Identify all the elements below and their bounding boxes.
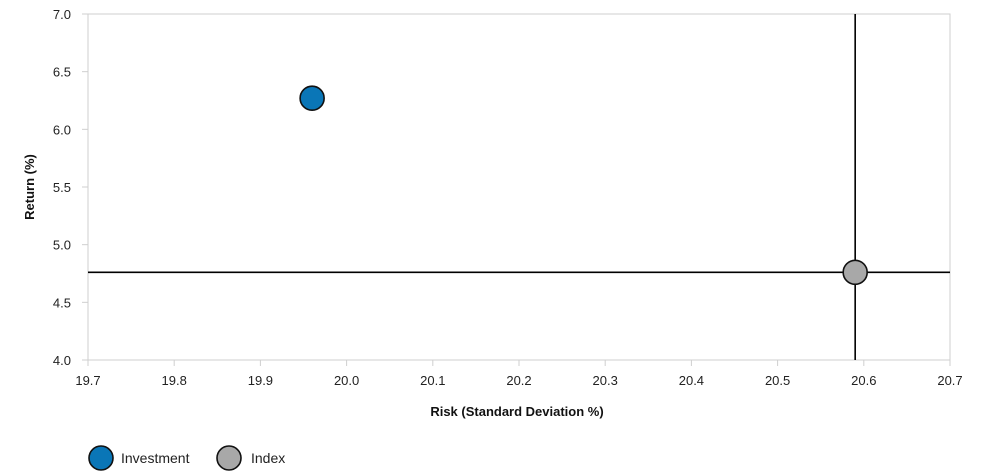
x-tick-label: 20.7 — [937, 373, 962, 388]
points-layer — [299, 85, 868, 286]
x-axis-title: Risk (Standard Deviation %) — [430, 404, 603, 419]
y-tick-label: 6.5 — [53, 65, 71, 80]
x-tick-label: 19.8 — [162, 373, 187, 388]
legend-label-index: Index — [251, 450, 285, 466]
x-tick-label: 20.6 — [851, 373, 876, 388]
y-tick-label: 4.5 — [53, 295, 71, 310]
y-axis-title: Return (%) — [22, 154, 37, 220]
axes-layer: 19.7 19.8 19.9 20.0 20.1 20.2 20.3 20.4 20.5 20.6… — [53, 7, 963, 388]
plot-frame — [87, 13, 951, 361]
x-tick-label: 20.5 — [765, 373, 790, 388]
x-tick-label: 20.3 — [593, 373, 618, 388]
legend-swatch-investment — [88, 445, 114, 471]
x-tick-label: 19.9 — [248, 373, 273, 388]
y-tick-label: 5.0 — [53, 238, 71, 253]
y-tick-label: 5.5 — [53, 180, 71, 195]
crosshair-layer — [88, 14, 950, 360]
y-tick-label: 6.0 — [53, 122, 71, 137]
legend-item-index[interactable]: Index — [216, 445, 285, 471]
data-point-index[interactable] — [842, 259, 868, 286]
legend: Investment Index — [88, 445, 285, 471]
x-tick-label: 20.2 — [506, 373, 531, 388]
legend-item-investment[interactable]: Investment — [88, 445, 190, 471]
x-tick-label: 20.0 — [334, 373, 359, 388]
x-tick-label: 19.7 — [75, 373, 100, 388]
x-tick-label: 20.4 — [679, 373, 704, 388]
x-tick-label: 20.1 — [420, 373, 445, 388]
y-tick-label: 4.0 — [53, 353, 71, 368]
legend-label-investment: Investment — [121, 450, 190, 466]
data-point-investment[interactable] — [299, 85, 325, 111]
y-tick-label: 7.0 — [53, 7, 71, 22]
legend-swatch-index — [216, 445, 242, 471]
